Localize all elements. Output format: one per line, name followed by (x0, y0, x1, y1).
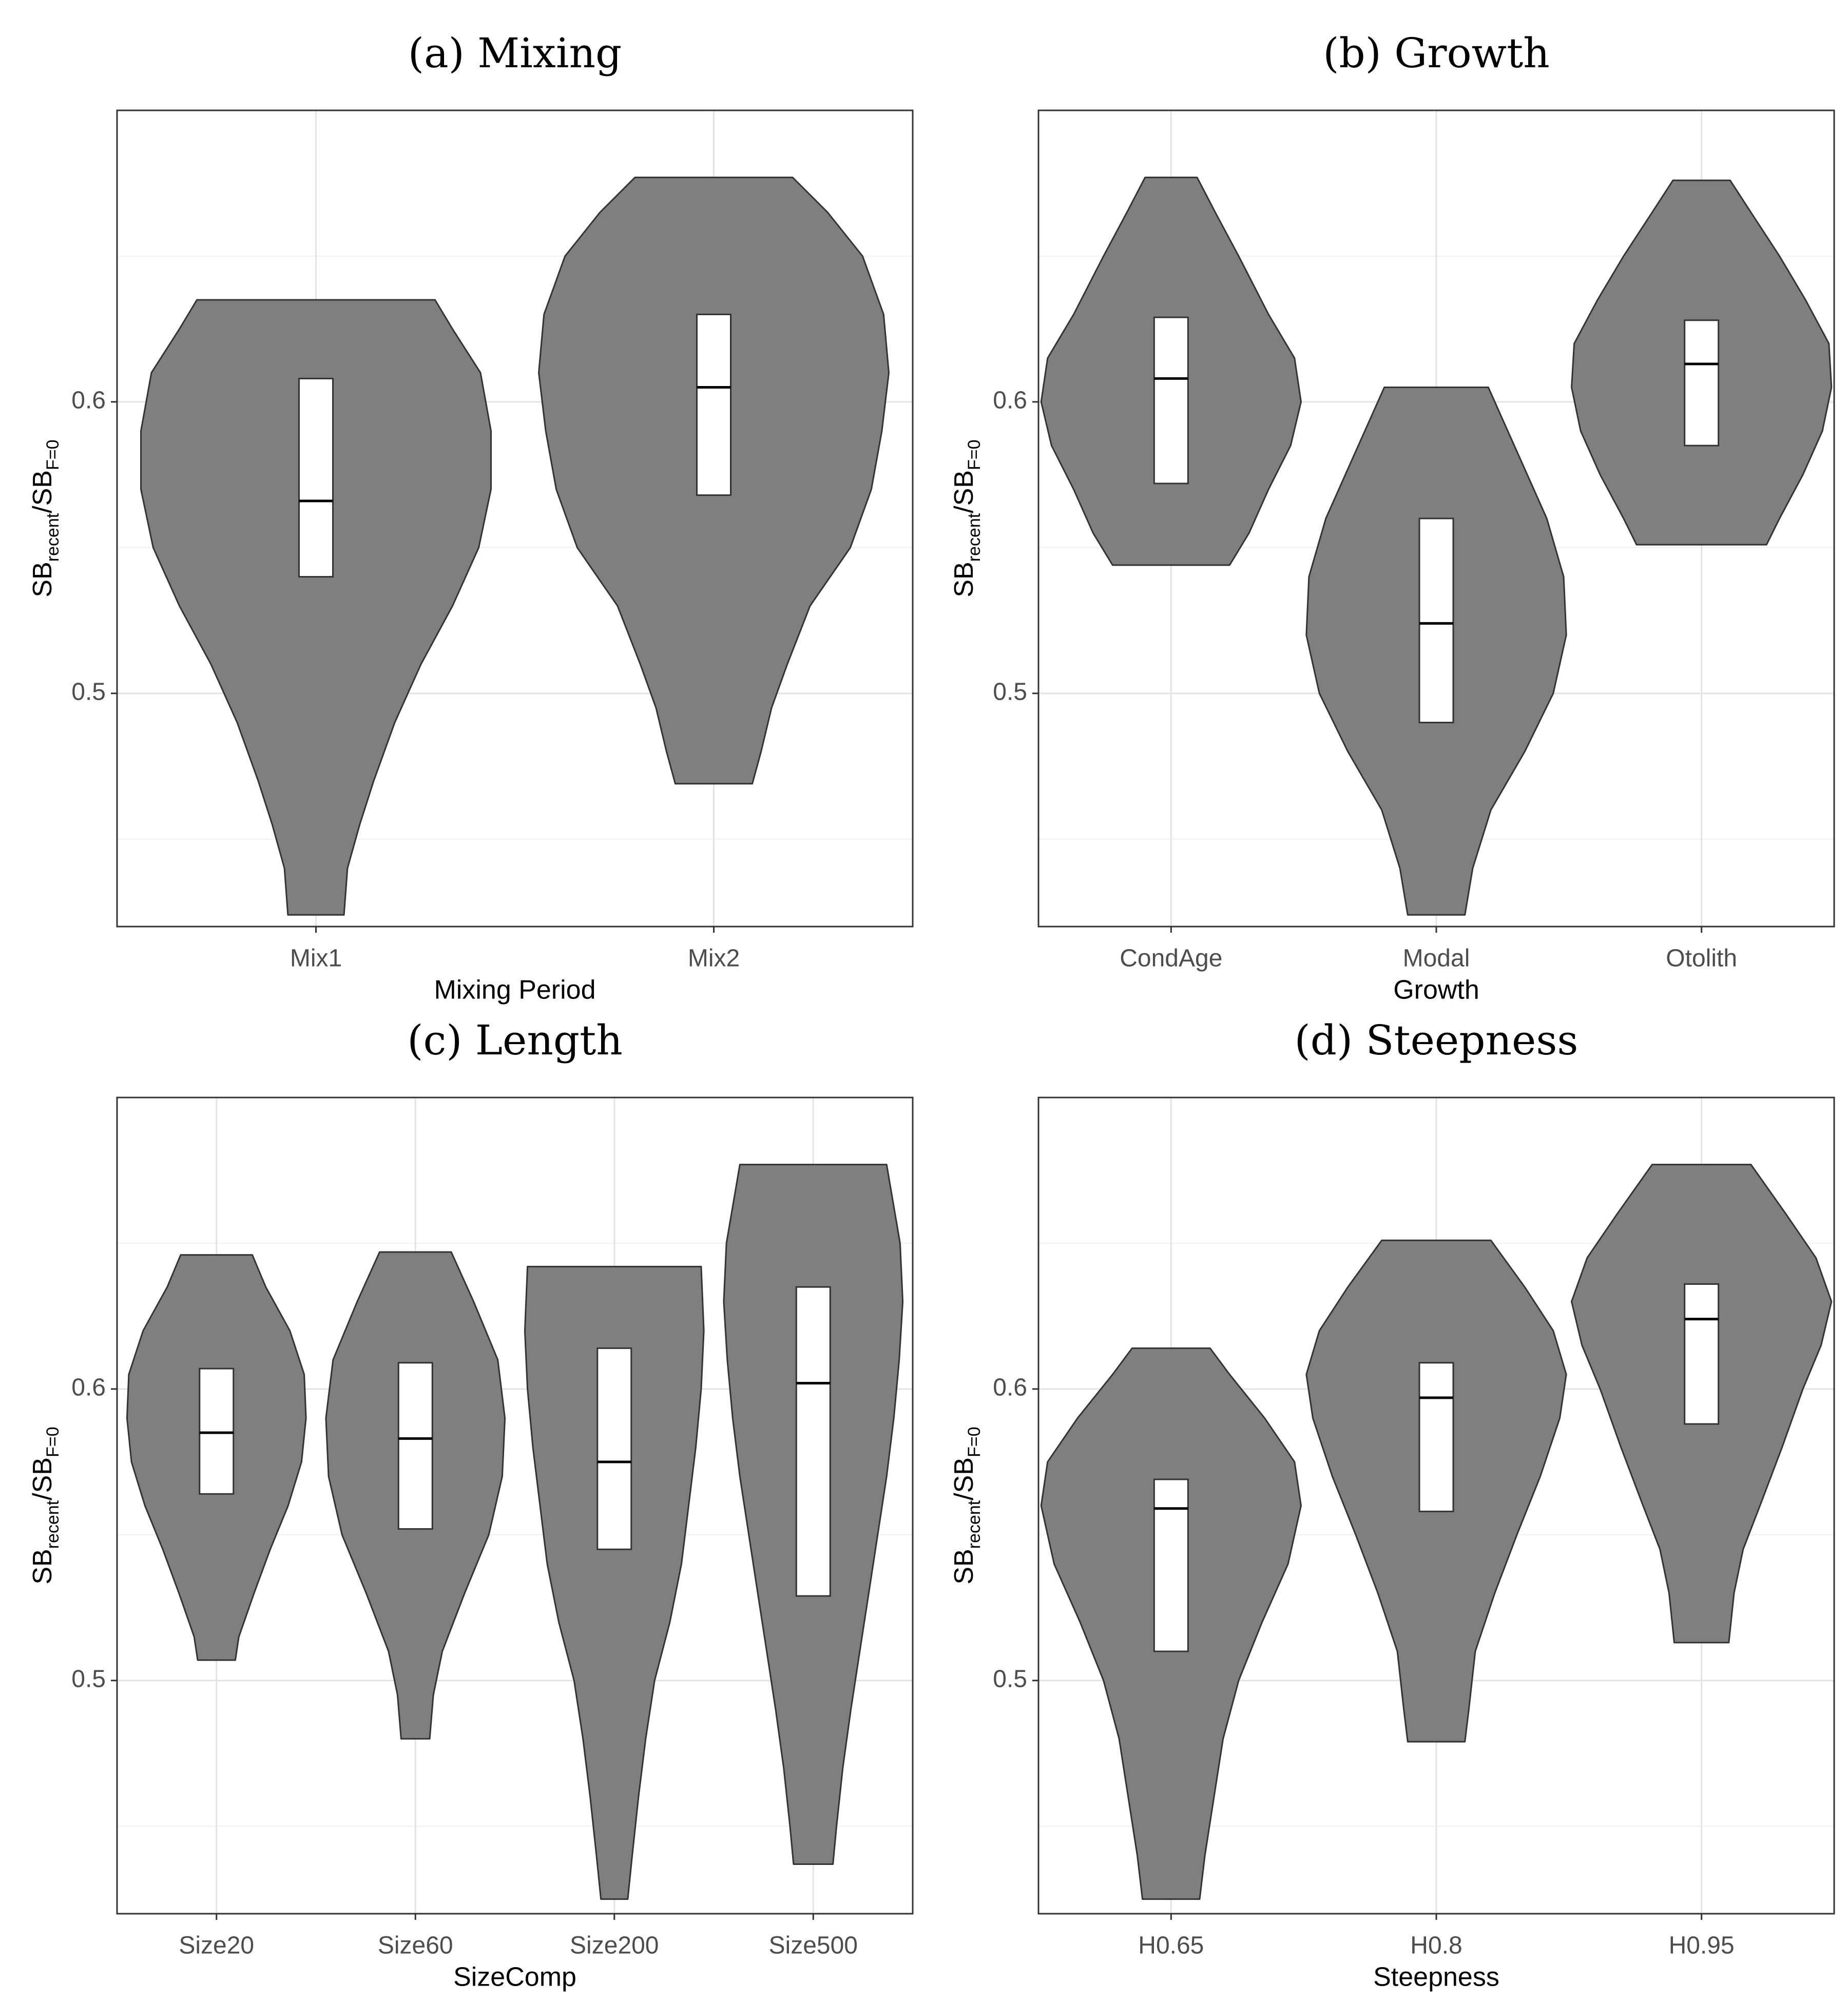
panel-3: (c) Length 0.5 0.6 Size20 Size60 Size200 Size5… (28, 1016, 914, 1992)
box-Size20 (199, 1368, 235, 1495)
y-tick-label: 0.5 (71, 1665, 106, 1692)
y-tick-label: 0.6 (71, 387, 106, 414)
x-tick-label: H0.8 (1410, 1932, 1462, 1959)
x-tick-label: H0.65 (1138, 1932, 1204, 1959)
box-Mix1 (298, 377, 334, 578)
violin-Mix1 (140, 299, 492, 916)
x-tick-label: Mix2 (688, 945, 740, 972)
y-tick-label: 0.5 (993, 1665, 1027, 1692)
x-tick-label: Size200 (570, 1932, 659, 1959)
x-axis-label: Steepness (1373, 1962, 1499, 1992)
x-axis-label: Growth (1393, 975, 1479, 1005)
box-H0.65 (1153, 1478, 1189, 1652)
x-tick-label: CondAge (1120, 945, 1222, 972)
panel-title: (d) Steepness (1295, 1016, 1578, 1064)
panel-2: (b) Growth 0.5 0.6 CondAge Modal Otolith Growt… (949, 29, 1835, 1005)
box-Size500 (795, 1286, 831, 1597)
x-tick-label: Size20 (179, 1932, 254, 1959)
x-axis-label: SizeComp (453, 1962, 576, 1992)
box-Size60 (397, 1362, 433, 1530)
box-H0.95 (1684, 1283, 1720, 1425)
y-tick-label: 0.6 (71, 1374, 106, 1401)
violin-Size200 (524, 1265, 705, 1900)
panel-title: (b) Growth (1323, 29, 1550, 77)
box-Size200 (596, 1347, 632, 1550)
x-axis-label: Mixing Period (434, 975, 595, 1005)
box-Mix2 (696, 314, 732, 496)
panel-1: (a) Mixing 0.5 0.6 Mix1 Mix2 Mixing Period SBr… (28, 29, 914, 1005)
plot-frame (116, 109, 914, 928)
y-tick-label: 0.6 (993, 387, 1027, 414)
y-axis-label: SBrecent/SBF=0 (28, 439, 63, 597)
panel-4: (d) Steepness 0.5 0.6 H0.65 H0.8 H0.95 Steepne… (949, 1016, 1835, 1992)
panel-title: (c) Length (407, 1016, 623, 1064)
x-tick-label: H0.95 (1669, 1932, 1735, 1959)
y-axis-label: SBrecent/SBF=0 (949, 1427, 984, 1584)
x-tick-label: Size500 (769, 1932, 858, 1959)
y-tick-label: 0.5 (71, 678, 106, 705)
box-H0.8 (1418, 1362, 1454, 1512)
box-CondAge (1153, 316, 1189, 485)
plot-frame (116, 1096, 914, 1915)
box-Modal (1418, 517, 1454, 723)
x-tick-label: Size60 (378, 1932, 453, 1959)
y-axis-label: SBrecent/SBF=0 (949, 439, 984, 597)
y-tick-label: 0.6 (993, 1374, 1027, 1401)
x-tick-label: Modal (1403, 945, 1470, 972)
panel-title: (a) Mixing (408, 29, 622, 77)
y-tick-label: 0.5 (993, 678, 1027, 705)
x-tick-label: Otolith (1666, 945, 1737, 972)
y-axis-label: SBrecent/SBF=0 (28, 1427, 63, 1584)
x-tick-label: Mix1 (290, 945, 342, 972)
box-Otolith (1684, 319, 1720, 447)
